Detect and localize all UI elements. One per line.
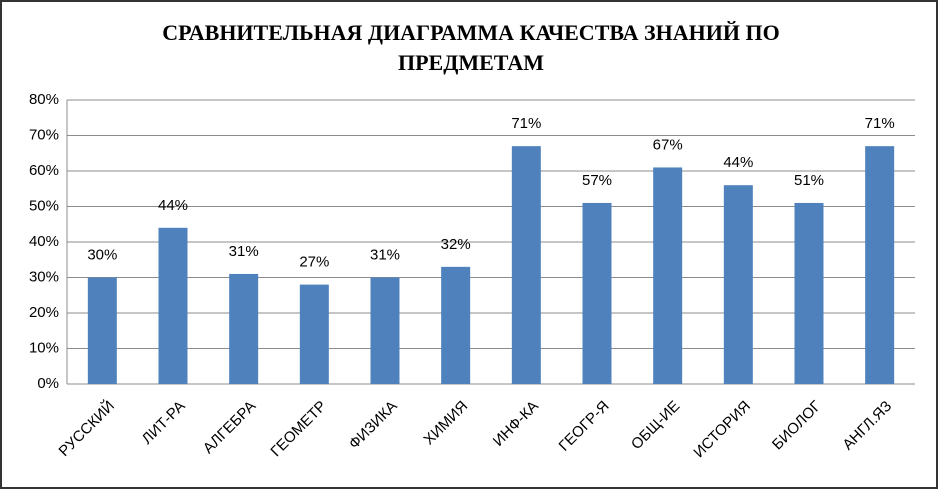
bar [299, 284, 329, 384]
bar [441, 266, 471, 384]
x-tick-label: ИСТОРИЯ [690, 398, 754, 462]
bar [865, 146, 895, 384]
x-tick-label: ИНФ-КА [490, 398, 542, 450]
data-label: 71% [865, 115, 895, 132]
data-label: 31% [229, 243, 259, 260]
x-tick-label: БИОЛОГ [769, 398, 825, 454]
y-tick-label: 20% [29, 304, 59, 321]
x-tick-label: ГЕОГР-Я [556, 398, 613, 455]
data-label: 71% [511, 115, 541, 132]
x-tick-label: ФИЗИКА [346, 398, 401, 453]
bar [511, 146, 541, 384]
y-tick-label: 10% [29, 339, 59, 356]
bar [653, 167, 683, 384]
bar [794, 202, 824, 384]
data-label: 31% [370, 246, 400, 263]
data-label: 44% [158, 197, 188, 214]
bar [370, 277, 400, 384]
x-tick-label: АНГЛ.ЯЗ [839, 398, 895, 454]
bar [723, 185, 753, 384]
y-tick-label: 40% [29, 233, 59, 250]
bar [582, 202, 612, 384]
y-tick-label: 80% [29, 91, 59, 108]
data-label: 51% [794, 172, 824, 189]
bar [87, 277, 117, 384]
x-tick-label: ОБЩ-ИЕ [628, 398, 683, 453]
x-tick-label: АЛГЕБРА [200, 398, 260, 458]
x-tick-label: ГЕОМЕТР [267, 398, 330, 461]
y-tick-label: 60% [29, 162, 59, 179]
data-label: 32% [441, 236, 471, 253]
data-label: 44% [723, 154, 753, 171]
x-tick-label: РУССКИЙ [55, 397, 118, 460]
chart-title: СРАВНИТЕЛЬНАЯ ДИАГРАММА КАЧЕСТВА ЗНАНИЙ … [162, 20, 780, 75]
y-tick-label: 50% [29, 197, 59, 214]
data-label: 27% [299, 254, 329, 271]
data-label: 30% [87, 246, 117, 263]
y-tick-label: 0% [37, 375, 59, 392]
x-tick-label: ЛИТ-РА [139, 398, 189, 448]
bar [229, 273, 259, 384]
data-label: 67% [653, 136, 683, 153]
x-tick-label: ХИМИЯ [420, 398, 471, 449]
y-tick-label: 70% [29, 126, 59, 143]
y-tick-label: 30% [29, 268, 59, 285]
bar [158, 227, 188, 384]
data-label: 57% [582, 172, 612, 189]
